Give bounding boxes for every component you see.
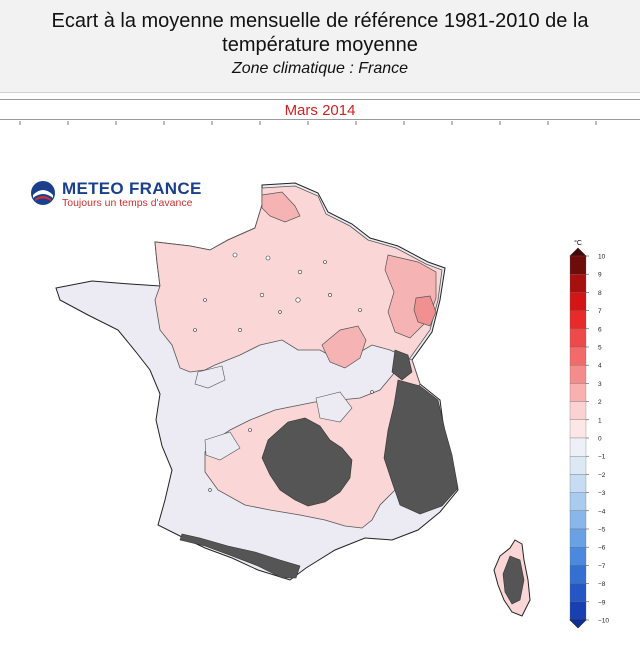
map-dots — [193, 252, 374, 492]
colorbar-tick-label: −6 — [598, 545, 606, 552]
neutral-pocket-1 — [194, 365, 226, 389]
colorbar-tick-label: −1 — [598, 454, 606, 461]
massif-central — [261, 417, 353, 507]
colorbar-tick-label: 0 — [598, 436, 602, 443]
colorbar-swatch — [569, 510, 587, 530]
warm-patch-alsace — [413, 295, 437, 327]
colorbar-swatch — [569, 601, 587, 621]
meteo-france-logo: METEO FRANCE Toujours un temps d'avance — [30, 179, 205, 210]
colorbar-swatch — [569, 346, 587, 366]
colorbar-tick-label: 3 — [598, 381, 602, 388]
colorbar-tick-label: −8 — [598, 581, 606, 588]
period-label: Mars 2014 — [284, 102, 356, 119]
colorbar-tick-label: 9 — [598, 272, 602, 279]
colorbar-swatch — [569, 274, 587, 293]
tick-strip — [19, 121, 597, 125]
warm-patch-north — [261, 191, 301, 223]
colorbar-tick-label: 7 — [598, 308, 602, 315]
colorbar-swatch — [569, 565, 587, 584]
page-title: Ecart à la moyenne mensuelle de référenc… — [51, 10, 589, 56]
colorbar-swatch — [569, 456, 587, 475]
colorbar-tick-label: −4 — [598, 508, 606, 515]
colorbar-unit: °C — [574, 239, 582, 247]
colorbar-swatch — [569, 583, 587, 602]
logo-slogan: Toujours un temps d'avance — [62, 197, 193, 209]
zone-subtitle: Zone climatique : France — [231, 60, 409, 77]
colorbar-swatch — [569, 492, 587, 511]
colorbar-swatch — [569, 528, 587, 548]
divider-top — [0, 99, 640, 100]
neutral-pocket-2 — [315, 391, 353, 423]
france-anomaly-map — [55, 182, 531, 617]
colorbar-swatch — [569, 419, 587, 439]
colorbar-swatch — [569, 255, 587, 275]
colorbar-tick-label: −5 — [598, 527, 606, 534]
jura — [391, 349, 413, 381]
colorbar-tick-label: 5 — [598, 345, 602, 352]
neutral-pocket-3 — [204, 431, 241, 461]
meteo-france-logo-icon — [30, 180, 56, 206]
alps — [383, 379, 459, 515]
colorbar-max-arrow — [569, 247, 587, 257]
colorbar-tick-label: −10 — [598, 618, 609, 625]
colorbar-swatch — [569, 310, 587, 329]
colorbar-swatch — [569, 547, 587, 566]
colorbar-tick-label: 2 — [598, 399, 602, 406]
colorbar-tick-label: 4 — [598, 363, 602, 370]
warm-patch-center-east — [321, 325, 367, 369]
colorbar-tick-label: 1 — [598, 417, 602, 424]
colorbar-tick-label: −9 — [598, 599, 606, 606]
pyrenees — [179, 533, 301, 579]
colorbar-tick-label: 6 — [598, 326, 602, 333]
colorbar-tick-label: −3 — [598, 490, 606, 497]
corsica-mountains — [502, 555, 525, 605]
colorbar-min-arrow — [569, 619, 587, 629]
colorbar-swatch — [569, 292, 587, 311]
colorbar-swatch — [569, 437, 587, 457]
colorbar-swatch — [569, 401, 587, 420]
colorbar-tick-label: 8 — [598, 290, 602, 297]
header: Ecart à la moyenne mensuelle de référenc… — [0, 0, 640, 93]
colorbar-swatch — [569, 365, 587, 384]
colorbar-tick-label: −2 — [598, 472, 606, 479]
colorbar-tick-label: −7 — [598, 563, 606, 570]
colorbar-swatch — [569, 383, 587, 402]
colorbar-swatch — [569, 328, 587, 348]
logo-name: METEO FRANCE — [62, 179, 202, 198]
colorbar-tick-label: 10 — [598, 254, 606, 261]
colorbar-swatch — [569, 474, 587, 493]
divider-bottom — [0, 119, 640, 120]
